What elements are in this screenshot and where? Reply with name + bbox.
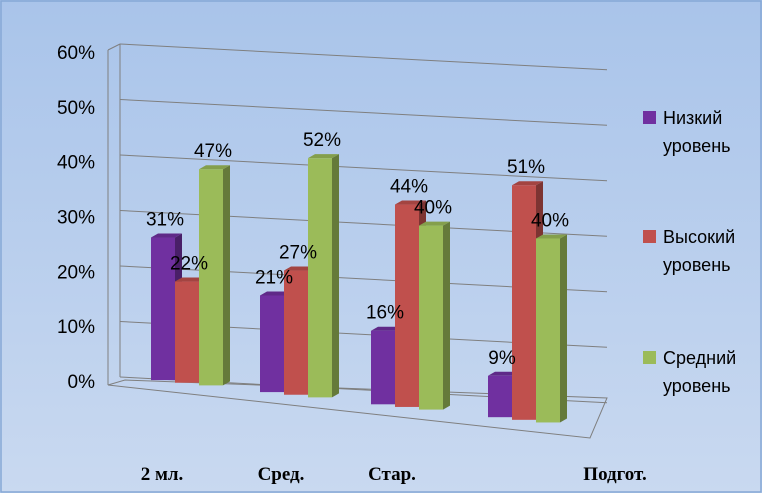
x-category-label: Стар. [368,464,416,485]
y-tick-label: 30% [57,208,95,229]
data-labels: 31%22%47%21%27%52%16%44%40%9%51%40% [146,130,569,369]
legend-label: Высокий [663,227,735,247]
bar-top [308,154,339,159]
bar [199,165,230,386]
bar [419,221,450,410]
side-wall-top-edge [107,43,121,51]
data-label: 52% [303,130,341,151]
data-label: 22% [170,254,208,275]
data-label: 47% [194,141,232,162]
y-tick-label: 20% [57,262,95,283]
gridline [119,99,608,126]
bar-front [512,185,536,420]
bar-top [488,371,519,376]
bar-front [308,158,332,398]
bar-side [332,154,339,398]
legend-label: Средний [663,348,736,368]
y-tick-label: 40% [57,153,95,174]
bars [151,154,567,423]
bar [536,234,567,423]
y-axis-ticks: 0% 10% 20% 30% 40% 50% 60% [57,43,95,393]
legend-item: Средний уровень [643,348,736,396]
x-category-label: Подгот. [583,464,646,485]
bar-top [419,221,450,226]
data-label: 40% [414,198,452,219]
bar-top [151,233,182,238]
bar-front [395,204,419,407]
bar-top [536,234,567,239]
legend-label: уровень [663,255,731,275]
data-label: 40% [531,210,569,231]
data-label: 21% [255,268,293,289]
data-label: 44% [390,177,428,198]
data-label: 9% [488,348,516,369]
data-label: 16% [366,303,404,324]
legend-label: уровень [663,376,731,396]
bar [308,154,339,398]
bar-side [223,165,230,386]
data-label: 51% [507,157,545,178]
x-category-label: 2 мл. [141,464,184,485]
bar-front [371,330,395,405]
bar-front [151,237,175,381]
bar-top [175,277,206,282]
y-tick-label: 10% [57,317,95,338]
bar-side [560,234,567,423]
data-label: 27% [279,243,317,264]
legend-label: Низкий [663,108,722,128]
legend: Низкий уровень Высокий уровень Средний уровен… [643,108,736,396]
bar-front [199,169,223,386]
bar-front [536,238,560,423]
bar-front [419,225,443,410]
legend-swatch [643,230,656,243]
bar-top [371,326,402,331]
x-category-label: Сред. [258,464,305,485]
bar-top [395,200,426,205]
legend-item: Низкий уровень [643,108,731,156]
y-tick-label: 0% [68,372,96,393]
data-label: 31% [146,210,184,231]
bar-front [284,270,308,395]
legend-swatch [643,351,656,364]
bar-front [175,281,199,383]
bar-front [488,375,512,418]
legend-swatch [643,111,656,124]
gridline [119,43,608,71]
bar-top [260,291,291,296]
y-tick-label: 50% [57,98,95,119]
gridline [119,154,608,182]
y-tick-label: 60% [57,43,95,64]
bar-top [512,181,543,186]
bar-side [443,221,450,410]
legend-label: уровень [663,136,731,156]
x-axis-categories: 2 мл. Сред. Стар. Подгот. [141,464,647,485]
legend-item: Высокий уровень [643,227,735,275]
bar-front [260,295,284,393]
bar-top [199,165,230,170]
bar-top [284,266,315,271]
